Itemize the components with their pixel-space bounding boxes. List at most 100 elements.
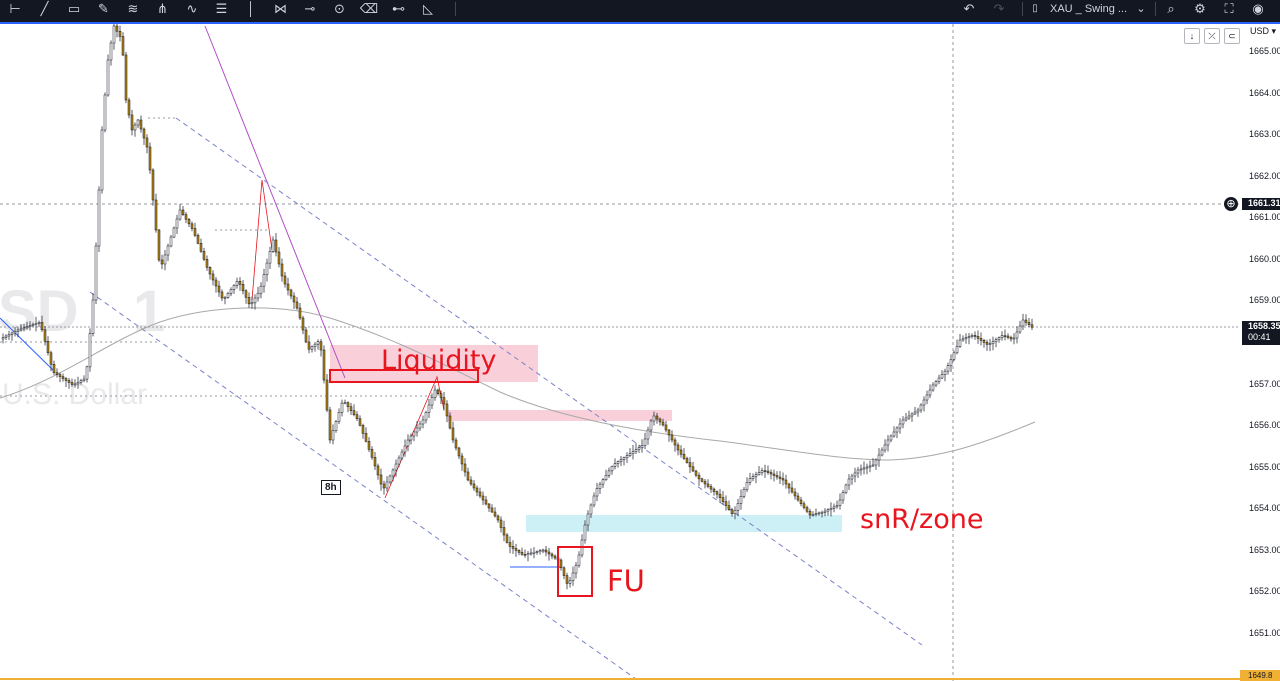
candle-body <box>448 415 452 429</box>
candle-body <box>643 438 647 446</box>
pattern-icon[interactable]: ⋈ <box>274 1 287 16</box>
candle-body <box>691 466 695 472</box>
candle-body <box>286 283 290 291</box>
currency-selector[interactable]: USD ▾ <box>1250 26 1276 37</box>
candle-body <box>475 487 479 493</box>
eraser-icon[interactable]: ⌫ <box>359 1 379 16</box>
candle-body <box>118 31 122 37</box>
candle-body <box>850 475 854 480</box>
bottom-price-tag: 1649.8 <box>1240 670 1280 681</box>
price-axis[interactable] <box>1240 24 1280 681</box>
candle-body <box>967 336 971 338</box>
snr-zone-annotation: snR/zone <box>860 504 983 535</box>
undo-icon[interactable]: ↶ <box>963 1 975 16</box>
vertical-line-icon[interactable]: │ <box>246 1 256 16</box>
candle-body <box>163 254 167 265</box>
candle-body <box>931 384 935 391</box>
auto-scale-button[interactable]: ⤫ <box>1204 28 1220 44</box>
candle-body <box>325 379 329 411</box>
candle-body <box>178 209 182 220</box>
candle-body <box>466 471 470 481</box>
candle-body <box>397 457 401 465</box>
candle-body <box>526 553 530 555</box>
candle-body <box>625 455 629 458</box>
fullscreen-icon[interactable]: ⛶ <box>1224 1 1234 16</box>
candle-body <box>730 509 734 514</box>
candle-body <box>814 513 818 515</box>
candle-body <box>340 402 344 413</box>
add-alert-icon[interactable]: ⊕ <box>1224 197 1238 211</box>
candle-body <box>988 343 992 345</box>
circle-tool-icon[interactable]: ⊙ <box>334 1 345 16</box>
candle-body <box>208 267 212 275</box>
candle-body <box>973 335 977 337</box>
candle-body <box>454 439 458 449</box>
candle-body <box>628 453 632 456</box>
candle-body <box>727 505 731 510</box>
polygon-icon[interactable]: ◺ <box>423 1 433 16</box>
candle-body <box>349 406 353 411</box>
scroll-down-button[interactable]: ↓ <box>1184 28 1200 44</box>
brush-icon[interactable]: ✎ <box>98 1 109 16</box>
text-lines-icon[interactable]: ☰ <box>215 1 228 16</box>
price-chart[interactable]: Liquidity FU snR/zone <box>0 24 1280 681</box>
candle-body <box>565 575 569 584</box>
candle-body <box>616 461 620 464</box>
trend-line-icon[interactable]: ╱ <box>40 1 49 16</box>
candle-body <box>1027 322 1031 326</box>
candle-body <box>736 503 740 511</box>
candle-body <box>31 324 35 326</box>
price-label: 1665.00 <box>1249 46 1280 56</box>
fib-icon[interactable]: ≋ <box>127 1 139 16</box>
candle-body <box>343 402 347 404</box>
guide-lines <box>0 24 1240 681</box>
candle-body <box>856 469 860 474</box>
pin-icon[interactable]: ⊢ <box>9 1 21 16</box>
settings-icon[interactable]: ⚙ <box>1194 1 1206 16</box>
candle-body <box>40 322 44 330</box>
rectangle-icon[interactable]: ▭ <box>67 1 81 16</box>
candle-body <box>403 445 407 453</box>
candle-body <box>709 486 713 490</box>
candle-body <box>574 564 578 574</box>
candle-body <box>172 227 176 238</box>
fu-annotation: FU <box>607 564 645 598</box>
camera-icon[interactable]: ◉ <box>1252 1 1264 16</box>
layout-name-button[interactable]: XAU _ Swing ... <box>1050 3 1128 15</box>
log-scale-button[interactable]: ⊂ <box>1224 28 1240 44</box>
candle-body <box>664 424 668 431</box>
candle-body <box>682 453 686 459</box>
candle-body <box>481 495 485 501</box>
candle-body <box>655 415 659 420</box>
candle-body <box>922 399 926 406</box>
candle-body <box>247 297 251 305</box>
candle-body <box>769 472 773 475</box>
candle-body <box>631 451 635 454</box>
candle-body <box>919 404 923 411</box>
candle-body <box>193 228 197 236</box>
candle-body <box>982 340 986 343</box>
redo-icon[interactable]: ↷ <box>993 1 1005 16</box>
candle-body <box>88 333 92 368</box>
candle-body <box>673 439 677 446</box>
path-icon[interactable]: ∿ <box>186 1 198 16</box>
horizontal-line-icon[interactable]: ⊸ <box>304 1 316 16</box>
layout-icon[interactable]: ▯ <box>1032 3 1038 14</box>
candle-body <box>880 449 884 456</box>
search-icon[interactable]: ⌕ <box>1167 1 1175 16</box>
candle-body <box>331 430 335 441</box>
pitchfork-icon[interactable]: ⋔ <box>157 1 168 16</box>
candle-body <box>754 474 758 477</box>
measure-icon[interactable]: ⊷ <box>392 1 405 16</box>
candle-body <box>859 468 863 471</box>
candle-body <box>871 464 875 467</box>
chevron-down-icon[interactable]: ⌄ <box>1136 3 1146 15</box>
candle-body <box>262 274 266 287</box>
candle-body <box>1018 325 1022 333</box>
candle-body <box>16 329 20 332</box>
candle-body <box>640 445 644 448</box>
candle-body <box>70 382 74 385</box>
candle-body <box>370 449 374 458</box>
candle-body <box>649 420 653 431</box>
candle-body <box>265 262 269 275</box>
